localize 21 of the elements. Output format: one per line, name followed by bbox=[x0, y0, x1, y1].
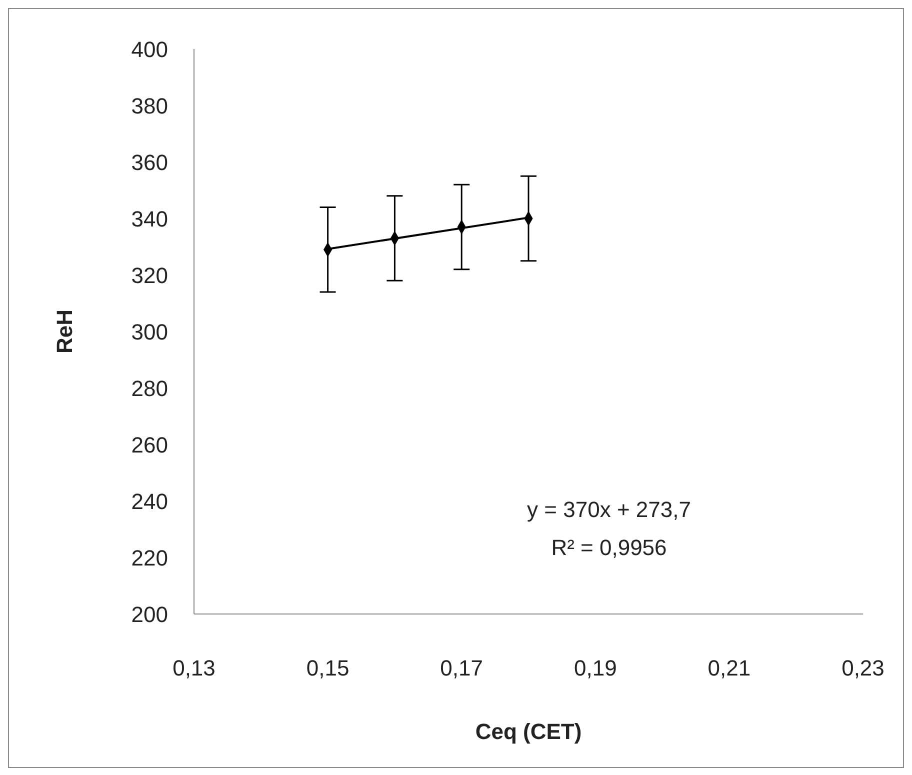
x-tick-label: 0,23 bbox=[842, 656, 884, 681]
y-tick-label: 340 bbox=[131, 206, 168, 232]
x-tick-label: 0,15 bbox=[306, 656, 350, 681]
annotation: R² = 0,9956 bbox=[550, 535, 668, 561]
y-tick-label: 300 bbox=[131, 319, 168, 344]
annotation: y = 370x + 273,7 bbox=[526, 497, 692, 523]
y-tick-label: 240 bbox=[131, 488, 168, 514]
y-tick-label: 220 bbox=[131, 545, 168, 570]
y-tick-label: 360 bbox=[131, 150, 168, 175]
y-tick-label: 200 bbox=[131, 602, 168, 627]
y-axis-title: ReH bbox=[52, 309, 77, 354]
x-tick-label: 0,13 bbox=[172, 656, 216, 681]
y-tick-label: 280 bbox=[131, 376, 168, 401]
y-tick-label: 260 bbox=[131, 432, 168, 458]
x-tick-label: 0,19 bbox=[574, 656, 617, 681]
x-tick-label: 0,17 bbox=[440, 656, 484, 681]
y-tick-label: 400 bbox=[131, 36, 168, 62]
x-axis-title: Ceq (CET) bbox=[475, 719, 582, 744]
y-tick-label: 320 bbox=[131, 262, 168, 288]
y-tick-label: 380 bbox=[131, 93, 168, 118]
x-tick-label: 0,21 bbox=[708, 656, 751, 681]
